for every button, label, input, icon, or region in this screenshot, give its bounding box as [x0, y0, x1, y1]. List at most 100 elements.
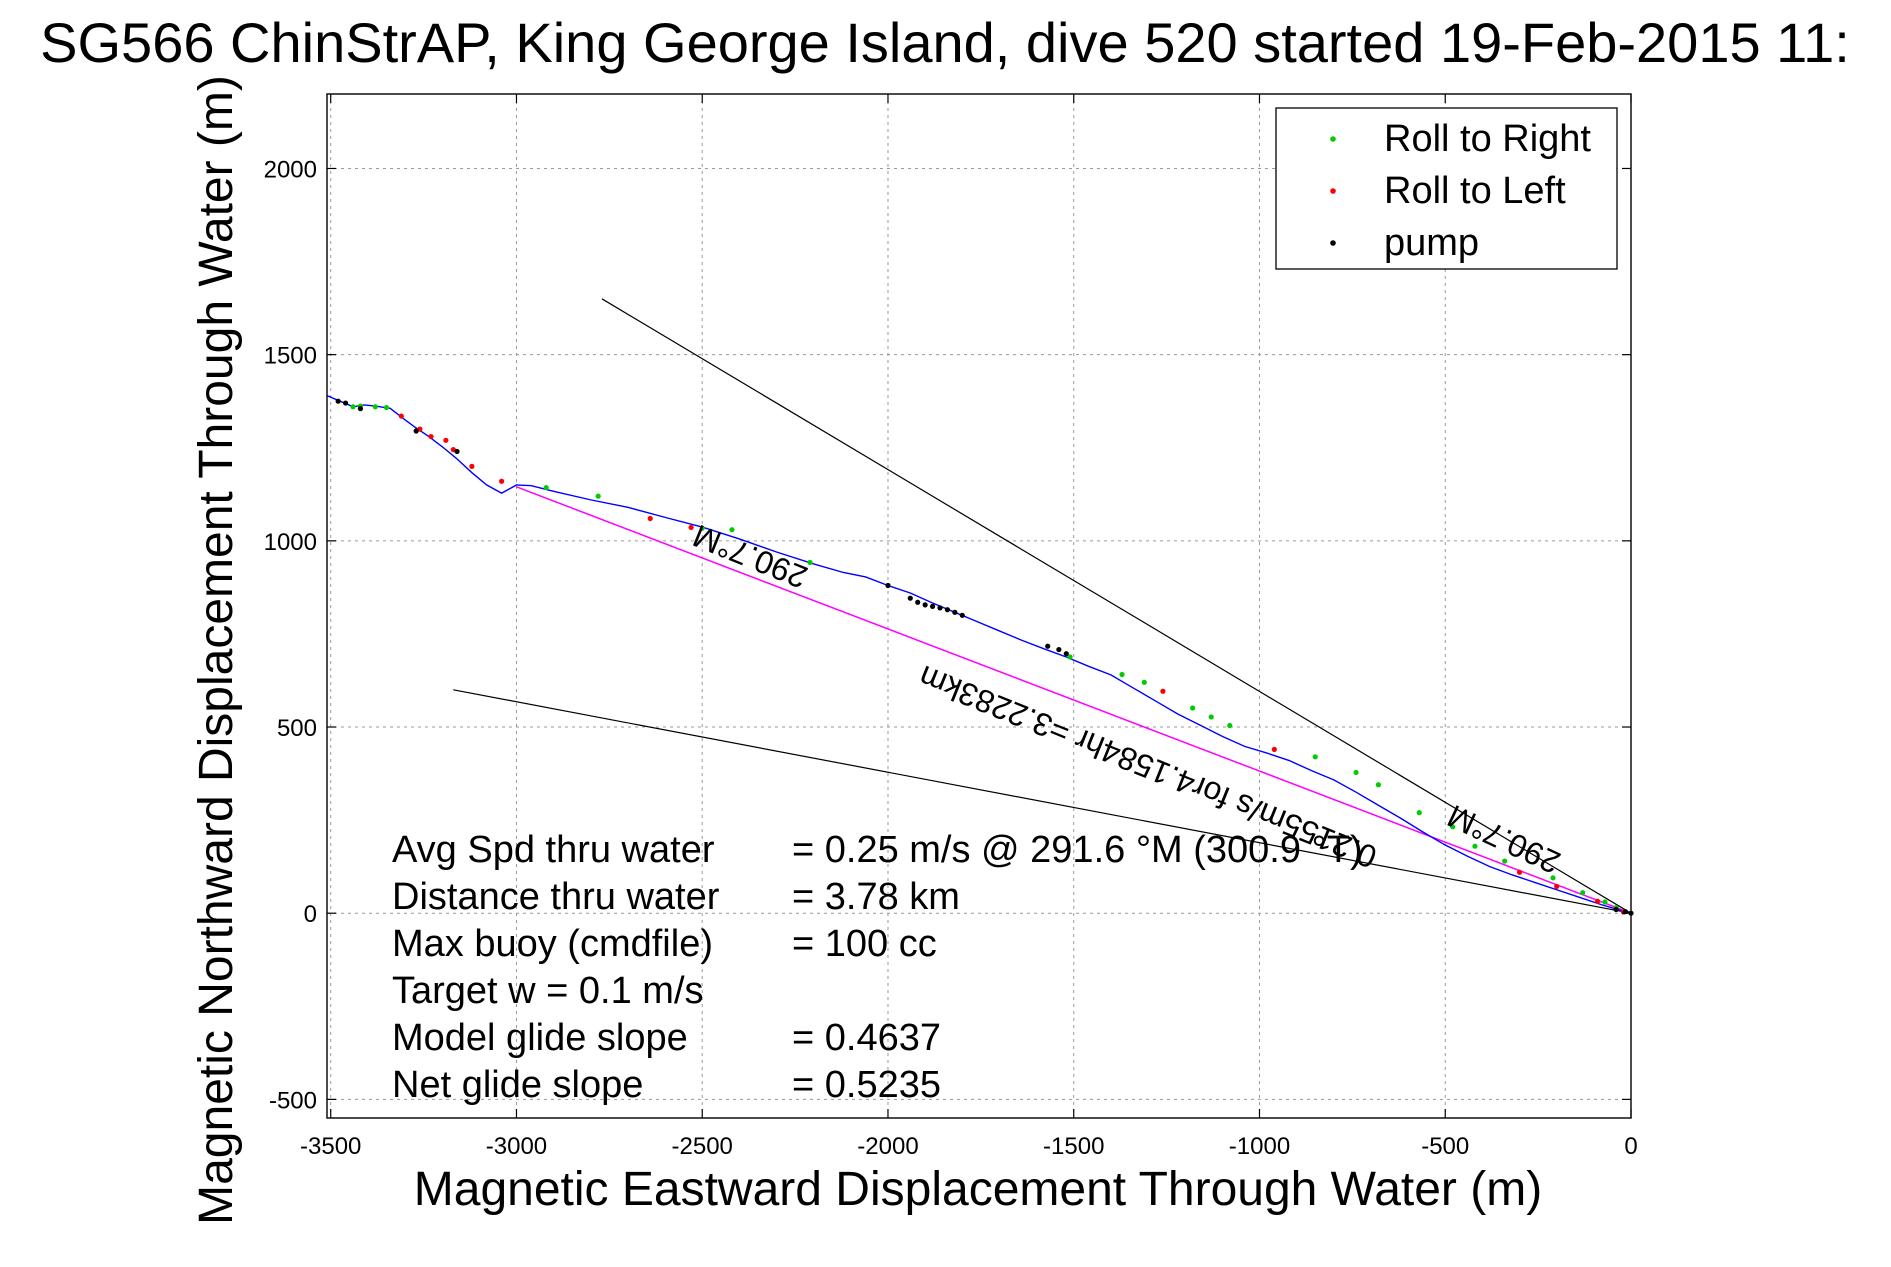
y-tick-label: 0 [304, 901, 317, 928]
pump-marker [335, 398, 341, 404]
roll-right-marker [807, 559, 813, 566]
x-tick-label: -3500 [300, 1133, 361, 1160]
y-tick-label: 1000 [264, 529, 317, 556]
roll-left-marker [688, 524, 694, 531]
x-tick-label: -1500 [1043, 1133, 1104, 1160]
roll-right-marker [372, 404, 378, 410]
legend-marker [1330, 136, 1336, 142]
roll-left-marker [647, 515, 653, 522]
legend-marker [1330, 188, 1336, 194]
bound-lines [453, 298, 1632, 914]
roll-right-marker [1141, 679, 1147, 685]
tick-labels: -3500 -3000 -2500 -2000 -1500 -1000 -500 0 -500 0… [264, 156, 1638, 1160]
roll-right-marker [1375, 782, 1381, 788]
roll-left-marker [1554, 883, 1560, 889]
roll-left-marker [1271, 746, 1277, 752]
x-tick-label: -1000 [1229, 1133, 1290, 1160]
stat-value: = 3.78 km [792, 876, 960, 918]
roll-right-marker [595, 493, 601, 499]
bound-lower-line [453, 689, 1632, 914]
stat-label: Avg Spd thru water [392, 829, 715, 871]
x-tick-label: -500 [1421, 1133, 1469, 1160]
pump-marker [342, 400, 349, 406]
pump-marker [1613, 906, 1619, 913]
y-tick-label: 1500 [264, 343, 317, 370]
pump-marker [1063, 651, 1069, 657]
legend-label: Roll to Left [1384, 170, 1566, 212]
pump-marker [944, 607, 951, 613]
x-tick-label: -2500 [672, 1133, 733, 1160]
pump-marker [937, 605, 943, 611]
roll-right-marker [1208, 714, 1214, 720]
pump-marker [922, 602, 928, 608]
axes [326, 93, 1632, 1119]
roll-right-marker [543, 484, 549, 491]
stat-label: Target w = 0.1 m/s [392, 970, 704, 1012]
y-tick-label: -500 [269, 1087, 317, 1114]
roll-left-marker [469, 463, 475, 469]
legend: Roll to Right Roll to Left pump [1275, 107, 1618, 270]
roll-left-marker [1516, 869, 1523, 875]
stat-value: = 0.4637 [792, 1017, 941, 1059]
course-line [516, 486, 1632, 914]
roll-right-marker [1119, 671, 1125, 678]
plot-frame [326, 93, 1632, 1119]
x-tick-label: 0 [1624, 1133, 1637, 1160]
pump-marker [885, 582, 891, 589]
heading-annotation: 290.7°M [1442, 798, 1566, 881]
roll-left-marker [443, 437, 449, 443]
roll-right-marker [1227, 722, 1233, 729]
stat-value: = 100 cc [792, 923, 937, 965]
roll-right-marker [1312, 754, 1318, 760]
y-tick-label: 2000 [264, 156, 317, 183]
roll-right-marker [729, 527, 735, 533]
roll-right-marker [1472, 843, 1478, 849]
chart-title: SG566 ChinStrAP, King George Island, div… [40, 11, 1850, 74]
dive-track [326, 394, 1632, 914]
roll-right-marker [1416, 810, 1422, 816]
roll-left-marker [499, 478, 505, 484]
x-axis-label: Magnetic Eastward Displacement Through W… [414, 1163, 1542, 1216]
course-line [516, 486, 1632, 914]
pump-marker [357, 406, 364, 412]
stat-label: Net glide slope [392, 1064, 643, 1106]
roll-right-marker [1067, 654, 1073, 660]
legend-label: pump [1384, 222, 1479, 264]
pump-marker [959, 612, 965, 618]
roll-left-marker [428, 433, 434, 440]
legend-label: Roll to Right [1384, 118, 1591, 160]
stat-value: = 0.25 m/s @ 291.6 °M (300.9 °T) [792, 829, 1363, 871]
dive-track-line [326, 394, 1632, 914]
roll-left-marker [1594, 898, 1601, 904]
pump-marker [952, 609, 958, 615]
pump-marker [1045, 643, 1051, 649]
y-tick-label: 500 [277, 715, 317, 742]
pump-marker [454, 448, 460, 455]
roll-left-marker [1160, 688, 1166, 694]
roll-right-marker [1502, 858, 1508, 864]
pump-marker [413, 428, 419, 434]
stats-box: Avg Spd thru water = 0.25 m/s @ 291.6 °M … [392, 829, 1363, 1106]
roll-left-marker [398, 413, 404, 419]
pump-marker [929, 603, 936, 609]
roll-right-marker [1580, 890, 1586, 896]
stat-label: Model glide slope [392, 1017, 688, 1059]
roll-right-marker [1550, 875, 1556, 881]
stat-value: = 0.5235 [792, 1064, 941, 1106]
bound-upper-line [601, 298, 1632, 914]
pump-marker [907, 595, 913, 601]
pump-marker [1056, 646, 1062, 653]
x-tick-label: -3000 [486, 1133, 547, 1160]
roll-right-marker [1190, 705, 1196, 711]
roll-right-marker [1450, 824, 1456, 830]
pump-marker [915, 599, 921, 605]
roll-right-marker [1602, 899, 1608, 905]
y-axis-label: Magnetic Northward Displacement Through … [190, 75, 243, 1225]
legend-marker [1330, 240, 1336, 246]
x-tick-label: -2000 [857, 1133, 918, 1160]
roll-right-marker [1353, 769, 1359, 776]
heading-annotation: 290.7°M [688, 518, 812, 596]
